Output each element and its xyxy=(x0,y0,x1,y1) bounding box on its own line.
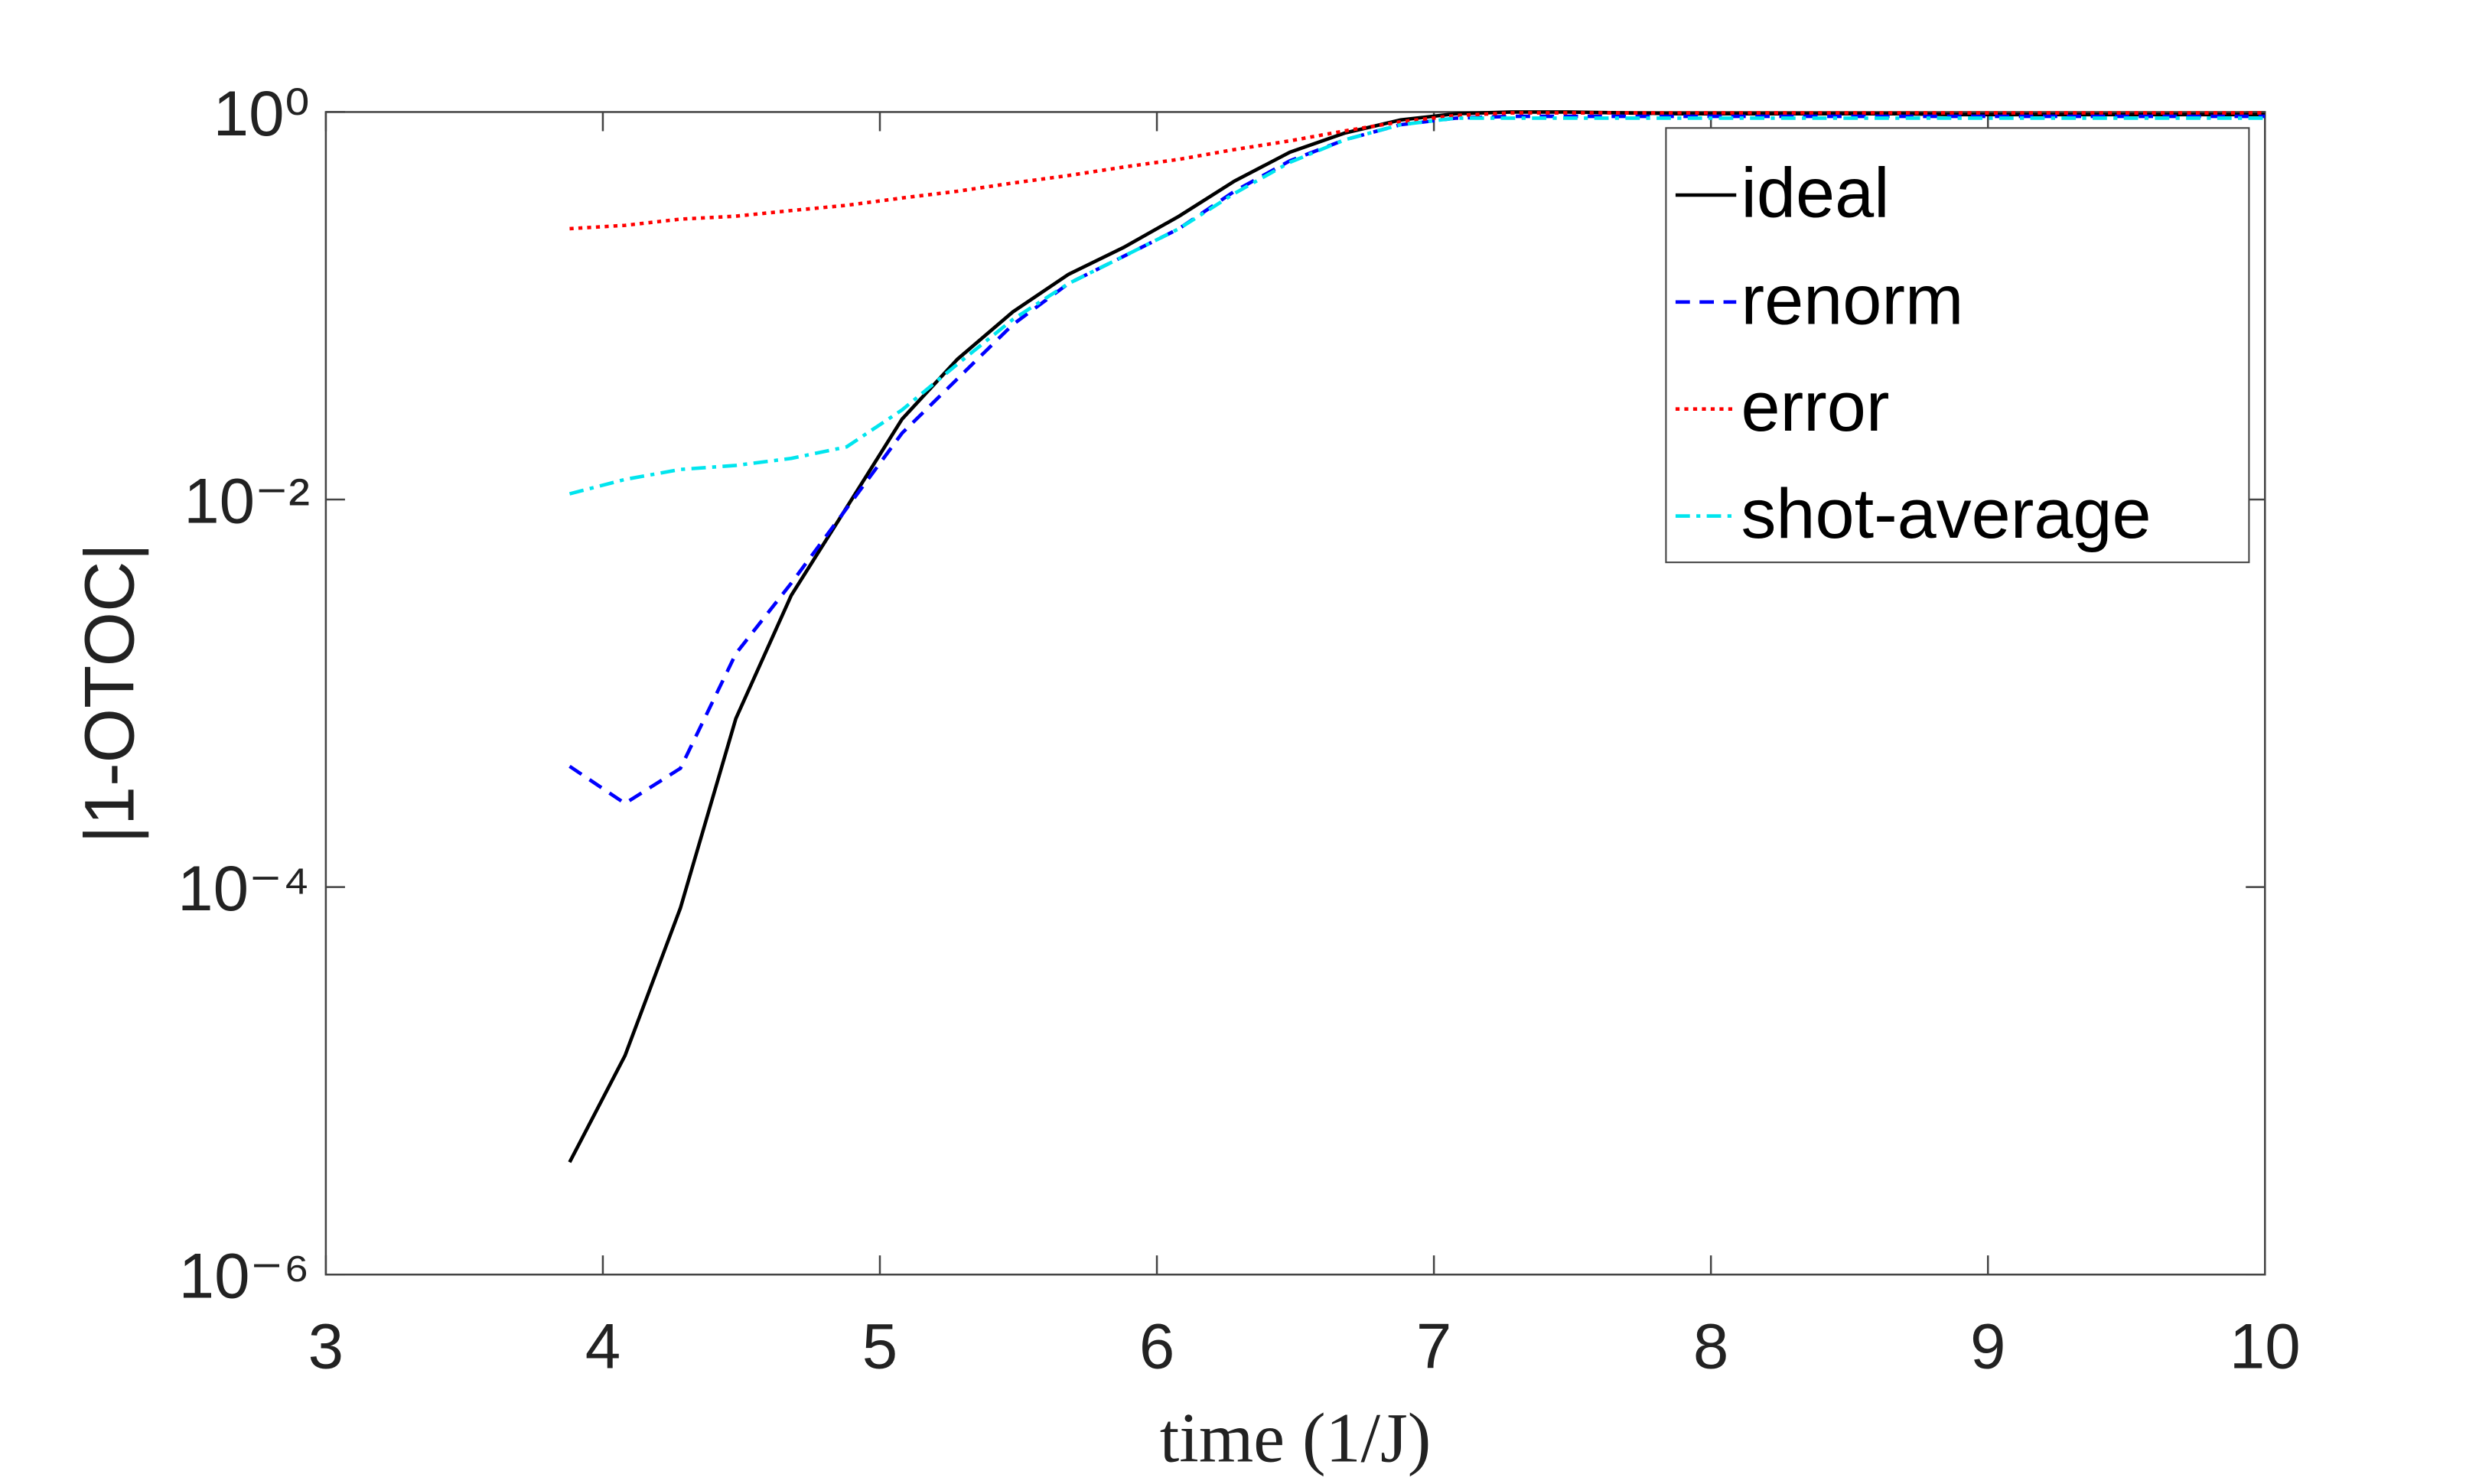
y-tick-label: 10⁻⁶ xyxy=(179,1240,310,1312)
legend-label: ideal xyxy=(1741,154,1890,232)
legend-label: shot-average xyxy=(1741,475,2152,553)
x-tick-label: 4 xyxy=(585,1310,621,1381)
x-tick-label: 7 xyxy=(1416,1310,1451,1381)
series-line xyxy=(568,116,2266,496)
x-tick-label: 9 xyxy=(1970,1310,2005,1381)
y-tick-label: 10⁻² xyxy=(184,464,310,536)
x-axis-label: time (1/J) xyxy=(1160,1399,1432,1477)
x-tick-label: 6 xyxy=(1139,1310,1174,1381)
x-tick-label: 5 xyxy=(862,1310,897,1381)
x-tick-label: 3 xyxy=(308,1310,344,1381)
x-tick-label: 10 xyxy=(2230,1310,2301,1381)
y-axis-label: |1-OTOC| xyxy=(71,543,149,844)
y-tick-label: 10⁻⁴ xyxy=(178,852,310,924)
legend-label: renorm xyxy=(1741,261,1964,339)
legend-box xyxy=(1665,127,2250,564)
y-tick-label: 10⁰ xyxy=(213,77,310,149)
x-tick-label: 8 xyxy=(1693,1310,1728,1381)
legend-label: error xyxy=(1741,368,1890,446)
legend: ideal renorm error shot-average xyxy=(1665,127,2250,564)
